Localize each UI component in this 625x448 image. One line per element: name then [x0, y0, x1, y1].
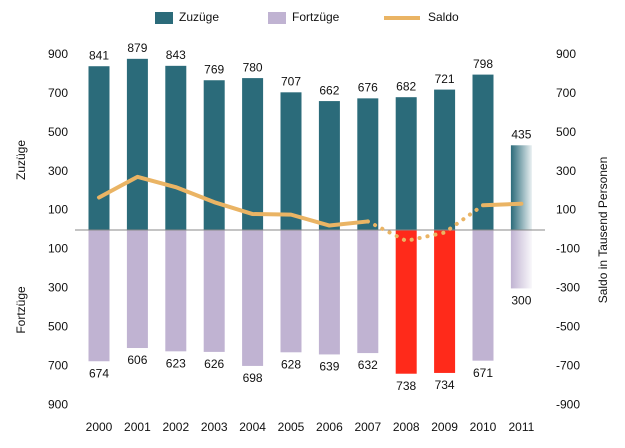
data-label: 623: [166, 356, 186, 370]
saldo-line-dotted: [365, 203, 485, 243]
data-label: 707: [281, 74, 301, 88]
data-label: 734: [435, 378, 455, 392]
bar: [165, 65, 187, 230]
y2-tick-label: -500: [556, 320, 580, 334]
data-label: 798: [473, 57, 493, 71]
bar: [472, 230, 494, 361]
bar: [165, 230, 187, 352]
data-label: 639: [319, 360, 339, 374]
legend-label: Zuzüge: [179, 10, 219, 24]
bar: [510, 145, 532, 230]
y2-tick-label: -900: [556, 397, 580, 411]
data-label: 628: [281, 357, 301, 371]
y2-tick-label: 500: [556, 125, 576, 139]
legend-swatch: [268, 12, 286, 24]
x-tick-label: 2011: [508, 420, 534, 434]
y-tick-label: 500: [48, 125, 68, 139]
bar: [395, 97, 417, 230]
bar: [126, 58, 148, 230]
y-axis-label: Fortzüge: [14, 286, 28, 334]
y2-tick-label: -100: [556, 242, 580, 256]
bar: [242, 78, 264, 231]
x-tick-label: 2007: [354, 420, 381, 434]
data-label: 606: [127, 353, 147, 367]
bar: [280, 92, 302, 231]
bar: [472, 74, 494, 230]
y-tick-label: 900: [48, 397, 68, 411]
data-label: 671: [473, 366, 493, 380]
legend-label: Saldo: [428, 10, 459, 24]
y2-tick-label: -300: [556, 281, 580, 295]
y-tick-label: 300: [48, 164, 68, 178]
data-label: 841: [89, 48, 109, 62]
y-tick-label: 100: [48, 203, 68, 217]
saldo-line: [481, 201, 524, 208]
bar: [126, 230, 148, 349]
data-label: 682: [396, 79, 416, 93]
y2-tick-label: 300: [556, 164, 576, 178]
x-tick-label: 2004: [239, 420, 266, 434]
x-tick-label: 2008: [393, 420, 420, 434]
data-label: 769: [204, 62, 224, 76]
bar: [203, 80, 225, 230]
bar: [88, 66, 110, 230]
bar: [357, 230, 379, 354]
data-label: 721: [435, 72, 455, 86]
y2-tick-label: 700: [556, 86, 576, 100]
bar: [434, 230, 456, 373]
saldo-line: [97, 174, 370, 228]
x-tick-label: 2006: [316, 420, 343, 434]
data-label: 676: [358, 81, 378, 95]
y2-tick-label: 100: [556, 203, 576, 217]
data-label: 843: [166, 48, 186, 62]
y-axis-label: Zuzüge: [14, 140, 28, 180]
bar: [318, 230, 340, 355]
x-tick-label: 2000: [86, 420, 113, 434]
x-tick-label: 2002: [162, 420, 189, 434]
data-label: 698: [243, 371, 263, 385]
y-tick-label: 300: [48, 281, 68, 295]
y-tick-label: 100: [48, 242, 68, 256]
bar: [318, 101, 340, 230]
bar: [434, 89, 456, 231]
legend-swatch: [155, 12, 173, 24]
data-label: 632: [358, 358, 378, 372]
x-tick-label: 2001: [124, 420, 151, 434]
bar: [357, 98, 379, 230]
data-label: 780: [243, 60, 263, 74]
bar: [203, 230, 225, 352]
legend-label: Fortzüge: [292, 10, 340, 24]
bar: [88, 230, 110, 362]
y2-axis-label: Saldo in Tausend Personen: [596, 157, 610, 304]
data-label: 738: [396, 379, 416, 393]
data-label: 435: [511, 127, 531, 141]
x-tick-label: 2009: [431, 420, 458, 434]
y-tick-label: 500: [48, 320, 68, 334]
data-label: 626: [204, 357, 224, 371]
x-tick-label: 2005: [278, 420, 305, 434]
bar: [242, 230, 264, 366]
data-label: 674: [89, 366, 109, 380]
y2-tick-label: 900: [556, 47, 576, 61]
y-tick-label: 900: [48, 47, 68, 61]
bar: [510, 230, 532, 289]
bar: [280, 230, 302, 353]
y-tick-label: 700: [48, 86, 68, 100]
data-label: 300: [511, 294, 531, 308]
data-label: 879: [127, 41, 147, 55]
bar: [395, 230, 417, 374]
data-label: 662: [319, 83, 339, 97]
y-tick-label: 700: [48, 358, 68, 372]
x-tick-label: 2010: [470, 420, 497, 434]
y2-tick-label: -700: [556, 358, 580, 372]
x-tick-label: 2003: [201, 420, 228, 434]
